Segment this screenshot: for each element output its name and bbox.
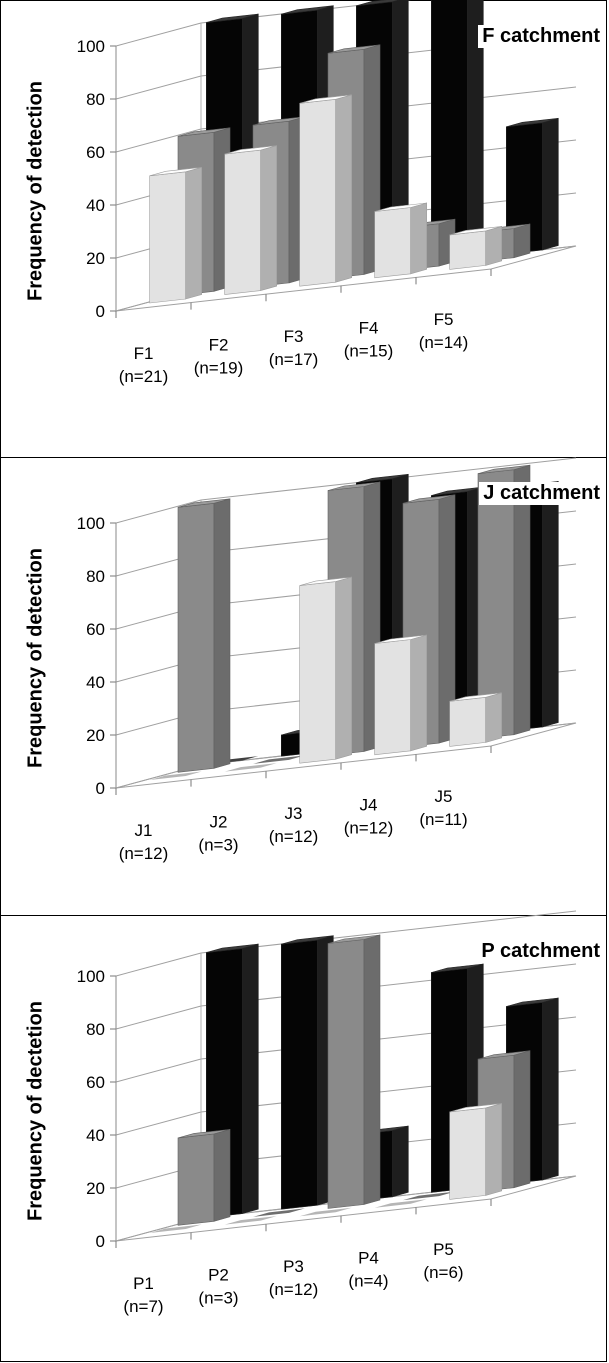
y-axis-label: Frequency of dectetion	[24, 1000, 47, 1222]
x-tick-label: J4	[360, 796, 378, 815]
x-tick-count: (n=4)	[348, 1272, 388, 1291]
x-tick-count: (n=6)	[423, 1263, 463, 1282]
y-tick-label: 0	[96, 302, 105, 321]
x-tick-label: F4	[359, 319, 379, 338]
chart-p-plot: 0 20 40 60 80 100 P1 (n=7) P2 (n=3) P3 (n=12) P4 (n=4…	[77, 910, 577, 1316]
y-tick-label: 100	[77, 37, 105, 56]
floor	[115, 722, 577, 789]
y-tick-label: 100	[77, 967, 105, 986]
y-tick-label: 0	[96, 1232, 105, 1251]
y-tick-label: 40	[86, 196, 105, 215]
y-tick-label: 20	[86, 1179, 105, 1198]
x-tick-label: J2	[210, 812, 228, 831]
y-tick-label: 40	[86, 1126, 105, 1145]
bar-J2-s1	[224, 763, 277, 772]
bar-P5-s1	[449, 1103, 503, 1200]
x-tick-count: (n=11)	[419, 810, 467, 829]
x-tick-label: J3	[285, 804, 303, 823]
x-tick-count: (n=12)	[269, 1280, 319, 1299]
x-tick-label: P3	[283, 1257, 304, 1276]
chart-panel-f: 0 20 40 60 80 100 F1 (n=21) F2 (n=19) F3 (n=17) F4 (n…	[0, 0, 607, 458]
chart-panel-p: 0 20 40 60 80 100 P1 (n=7) P2 (n=3) P3 (n=12) P4 (n=4…	[0, 910, 607, 1362]
x-tick-label: P2	[208, 1265, 229, 1284]
y-tick-label: 40	[86, 673, 105, 692]
chart-title: F catchment	[478, 25, 600, 48]
y-tick-label: 80	[86, 1020, 105, 1039]
bar-P3-s1	[299, 1207, 352, 1217]
bar-F3-s1	[299, 94, 353, 287]
x-tick-label: J1	[135, 821, 153, 840]
bar-F5-s1	[449, 226, 503, 270]
y-tick-label: 20	[86, 249, 105, 268]
x-tick-count: (n=17)	[269, 350, 319, 369]
bar-F1-s1	[149, 166, 202, 304]
y-tick-label: 60	[86, 620, 105, 639]
chart-j-plot: 0 20 40 60 80 100 J1 (n=12) J2 (n=3) J3 (n=12) J4 (n=…	[77, 457, 577, 863]
x-tick-count: (n=3)	[198, 1288, 238, 1307]
bar-F4-s1	[374, 202, 428, 279]
x-tick-count: (n=12)	[269, 827, 319, 846]
x-tick-count: (n=12)	[119, 844, 169, 863]
x-tick-label: J5	[435, 787, 453, 806]
x-tick-label: F1	[134, 344, 154, 363]
x-tick-count: (n=7)	[123, 1297, 163, 1316]
bar-J1-s2	[177, 498, 231, 773]
y-axis-label: Frequency of detection	[24, 80, 47, 302]
bar-J2-s2	[253, 755, 305, 764]
y-tick-label: 60	[86, 143, 105, 162]
chart-title: P catchment	[477, 940, 600, 963]
bar-F2-s1	[224, 145, 278, 295]
bar-P1-s2	[177, 1129, 231, 1226]
y-tick-label: 80	[86, 567, 105, 586]
x-tick-label: P4	[358, 1249, 379, 1268]
bar-P2-s2	[253, 1208, 305, 1217]
floor	[115, 1175, 577, 1242]
x-tick-label: P5	[433, 1240, 454, 1259]
bar-J4-s1	[374, 634, 428, 756]
x-tick-count: (n=12)	[344, 819, 394, 838]
bar-P1-s1	[149, 1224, 202, 1233]
x-tick-count: (n=19)	[194, 358, 244, 377]
x-tick-count: (n=3)	[198, 835, 238, 854]
chart-f-plot: 0 20 40 60 80 100 F1 (n=21) F2 (n=19) F3 (n=17) F4 (n…	[77, 0, 577, 386]
bar-P2-s1	[224, 1216, 277, 1225]
chart-title: J catchment	[479, 482, 600, 505]
y-tick-label: 60	[86, 1073, 105, 1092]
y-tick-label: 20	[86, 726, 105, 745]
bar-J1-s1	[149, 771, 202, 780]
y-tick-label: 80	[86, 90, 105, 109]
y-tick-label: 100	[77, 514, 105, 533]
x-tick-count: (n=14)	[419, 333, 469, 352]
x-tick-count: (n=21)	[119, 367, 169, 386]
bar-J5-s1	[449, 692, 503, 747]
x-tick-label: F5	[434, 310, 454, 329]
bar-P4-s1	[374, 1199, 427, 1208]
bar-F5-s3	[505, 117, 559, 255]
y-axis-label: Frequency of detection	[24, 547, 47, 769]
bar-J3-s1	[299, 576, 353, 764]
bar-P3-s2	[327, 934, 381, 1209]
x-tick-label: F2	[209, 335, 229, 354]
x-tick-label: F3	[284, 327, 304, 346]
bar-P4-s2	[403, 1191, 455, 1201]
x-tick-count: (n=15)	[344, 342, 394, 361]
y-tick-label: 0	[96, 779, 105, 798]
bar-P2-s3	[280, 935, 334, 1210]
x-tick-label: P1	[133, 1274, 154, 1293]
chart-panel-j: 0 20 40 60 80 100 J1 (n=12) J2 (n=3) J3 (n=12) J4 (n=…	[0, 457, 607, 916]
